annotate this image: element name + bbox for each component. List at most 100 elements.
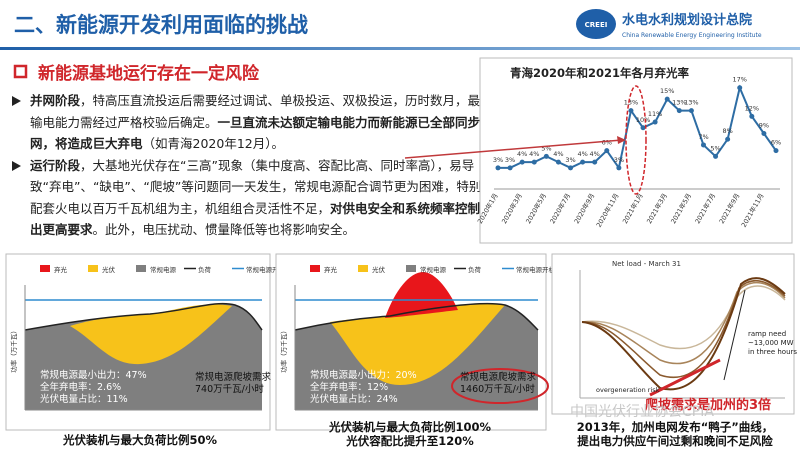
- ramp-text: 常规电源爬坡需求: [460, 371, 537, 383]
- point: [555, 159, 561, 165]
- duck-line: [581, 281, 786, 365]
- legend-swatch: [358, 265, 368, 272]
- point: [628, 108, 634, 114]
- legend-label: 光伏: [102, 265, 116, 274]
- ramp-note: ~13,000 MW: [748, 339, 794, 347]
- legend-swatch: [406, 265, 416, 272]
- data-label: 4%: [590, 150, 600, 158]
- data-label: 10%: [636, 116, 650, 124]
- stat-text: 全年弃电率：12%: [310, 381, 388, 393]
- y-axis-label: 功率（万千瓦）: [9, 327, 18, 373]
- stat-text: 常规电源最小出力：47%: [40, 369, 147, 381]
- stat-text: 光伏电量占比：11%: [40, 393, 128, 405]
- header-rule: [0, 47, 800, 50]
- caption: 2013年，加州电网发布“鸭子”曲线，: [577, 420, 774, 434]
- legend-label: 弃光: [324, 265, 338, 274]
- data-label: 3%: [614, 156, 624, 164]
- data-label: 11%: [648, 110, 662, 118]
- chart-title: 青海2020年和2021年各月弃光率: [510, 66, 690, 80]
- data-label: 4%: [577, 150, 587, 158]
- point: [725, 136, 731, 142]
- load-line: [294, 302, 539, 331]
- logo-badge-text: CREEI: [585, 21, 608, 29]
- watermark: 中国光伏行业协会CPIA: [570, 404, 714, 420]
- stat-text: 光伏电量占比：24%: [310, 393, 398, 405]
- point: [495, 165, 501, 171]
- point: [543, 153, 549, 159]
- bold-text: 并网阶段: [30, 93, 81, 108]
- duck-line: [581, 279, 786, 379]
- point: [616, 165, 622, 171]
- data-label: 6%: [602, 139, 612, 147]
- section-icon: [13, 64, 28, 79]
- data-label: 3%: [505, 156, 515, 164]
- data-label: 3%: [493, 156, 503, 164]
- ramp-text: 常规电源爬坡需求: [195, 371, 272, 383]
- data-label: 17%: [733, 76, 747, 84]
- logo-badge: [576, 9, 616, 39]
- data-label: 13%: [624, 99, 638, 107]
- highlight-arrow: [649, 358, 721, 397]
- duck-line: [581, 277, 786, 391]
- logo-cn: 水电水利规划设计总院: [622, 12, 752, 28]
- data-label: 9%: [759, 122, 769, 130]
- legend-swatch: [136, 265, 146, 272]
- bold-text: 运行阶段: [30, 157, 81, 173]
- point: [652, 119, 658, 125]
- legend-label: 常规电源开机: [516, 265, 556, 274]
- data-label: 15%: [660, 87, 674, 95]
- ramp-arrow: [723, 289, 746, 381]
- logo-en: China Renewable Energy Engineering Insti…: [622, 32, 762, 39]
- data-label: 6%: [771, 139, 781, 147]
- point: [700, 142, 706, 148]
- stat-text: 常规电源最小出力：20%: [310, 369, 417, 381]
- bold-text: 一旦直流未达额定输电能力而新能源已全部同步并网，将造成巨大弃电: [30, 114, 493, 152]
- text: ，大基地光伏存在“三高”现象（集中度高、容配比高、同时率高），易导致“弃电”、“…: [30, 157, 494, 216]
- caption: 提出电力供应午间过剩和晚间不足风险: [577, 434, 773, 448]
- section-title: 新能源基地运行存在一定风险: [38, 63, 260, 84]
- bullet: 运行阶段，大基地光伏存在“三高”现象（集中度高、容配比高、同时率高），易导致“弃…: [8, 155, 496, 241]
- highlight-ellipse: [451, 368, 549, 404]
- caption: 光伏容配比提升至120%: [345, 434, 474, 448]
- data-label: 4%: [517, 150, 527, 158]
- overgen-note: overgeneration risk: [596, 386, 660, 394]
- data-label: 4%: [553, 150, 563, 158]
- ramp-note: in three hours: [748, 348, 797, 356]
- load-line: [24, 302, 263, 331]
- duck-line: [581, 285, 786, 350]
- data-label: 3%: [565, 156, 575, 164]
- legend-swatch: [40, 265, 50, 272]
- text: ，特高压直流投运后需要经过调试、单极投运、双极投运，历时数月，最大输电能力需经过…: [30, 93, 493, 130]
- legend-label: 常规电源: [420, 265, 447, 274]
- point: [773, 148, 779, 154]
- arrow-head: [617, 136, 626, 144]
- point: [531, 159, 537, 165]
- legend-label: 常规电源开机: [246, 265, 286, 274]
- panel-texts: Net load - March 31 ramp need~13,000 MWin…: [577, 260, 798, 448]
- y-axis-label: 功率（万千瓦）: [279, 327, 288, 373]
- data-label: 13%: [684, 99, 698, 107]
- point: [568, 165, 574, 171]
- highlight-ellipse: [625, 85, 647, 195]
- point: [713, 153, 719, 159]
- point: [676, 108, 682, 114]
- point: [507, 165, 513, 171]
- data-label: 5%: [710, 144, 720, 152]
- caption: 光伏装机与最大负荷比例50%: [62, 433, 218, 447]
- text: （如青海2020年12月）。: [142, 136, 284, 151]
- curtail-area: [385, 272, 458, 318]
- header-title: 二、新能源开发利用面临的挑战: [14, 13, 308, 37]
- legend-swatch: [310, 265, 320, 272]
- point: [640, 125, 646, 131]
- point: [519, 159, 525, 165]
- pv-area: [330, 303, 505, 385]
- point: [761, 131, 767, 136]
- data-label: 5%: [541, 144, 551, 152]
- data-label: 4%: [529, 150, 539, 158]
- point: [737, 85, 743, 91]
